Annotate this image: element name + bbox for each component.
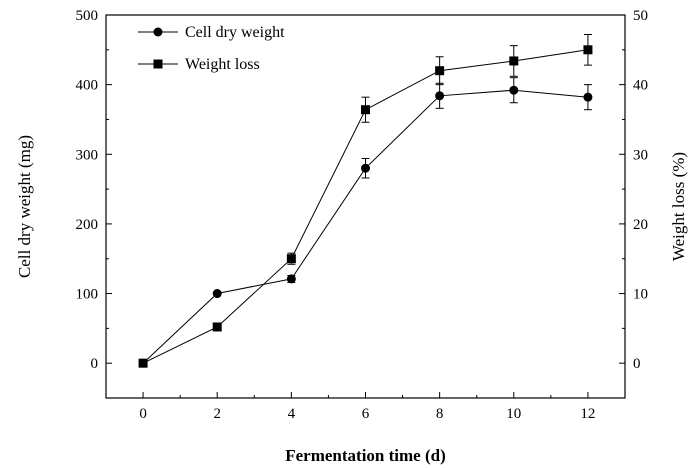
y2-tick-label: 40 bbox=[633, 78, 648, 94]
ticks-layer: 0 2 4 6 8 10 12 0 100 200 300 400 500 0 10 20 30 40 50 bbox=[76, 8, 649, 422]
data-point-weight-loss bbox=[435, 66, 445, 76]
data-point-weight-loss bbox=[212, 322, 222, 332]
y-tick-label: 300 bbox=[76, 147, 99, 163]
y2-tick-label: 20 bbox=[633, 217, 648, 233]
data-point-weight-loss bbox=[138, 358, 148, 368]
y-tick-label: 500 bbox=[76, 8, 99, 24]
x-tick-label: 8 bbox=[436, 406, 444, 422]
x-tick-label: 6 bbox=[362, 406, 370, 422]
x-axis-title: Fermentation time (d) bbox=[285, 446, 446, 465]
legend: Cell dry weight Weight loss bbox=[138, 24, 285, 73]
y2-tick-label: 0 bbox=[633, 356, 641, 372]
y-tick-label: 200 bbox=[76, 217, 99, 233]
legend-marker-cell-dry-weight bbox=[153, 27, 163, 37]
legend-label-cell-dry-weight: Cell dry weight bbox=[185, 24, 285, 41]
y-axis-title: Cell dry weight (mg) bbox=[15, 135, 34, 278]
x-tick-label: 4 bbox=[288, 406, 296, 422]
data-point-weight-loss bbox=[286, 254, 296, 264]
legend-label-weight-loss: Weight loss bbox=[185, 56, 260, 73]
data-point-cell-dry-weight bbox=[583, 92, 593, 102]
x-tick-label: 2 bbox=[213, 406, 221, 422]
legend-marker-weight-loss bbox=[153, 59, 163, 69]
data-point-cell-dry-weight bbox=[509, 85, 519, 95]
series-cell-dry-weight bbox=[138, 77, 593, 368]
x-tick-label: 10 bbox=[506, 406, 521, 422]
x-tick-label: 12 bbox=[580, 406, 595, 422]
y2-tick-label: 50 bbox=[633, 8, 648, 24]
series-line-cell-dry-weight bbox=[142, 89, 588, 364]
data-point-weight-loss bbox=[509, 56, 519, 66]
data-point-cell-dry-weight bbox=[212, 289, 222, 299]
x-tick-label: 0 bbox=[139, 406, 147, 422]
y2-axis-title: Weight loss (%) bbox=[669, 152, 688, 261]
data-point-cell-dry-weight bbox=[361, 163, 370, 173]
plot-frame bbox=[105, 14, 626, 399]
y-tick-label: 400 bbox=[76, 78, 99, 94]
data-point-cell-dry-weight bbox=[435, 91, 445, 101]
series-weight-loss bbox=[138, 33, 593, 368]
data-point-weight-loss bbox=[583, 45, 593, 55]
data-point-weight-loss bbox=[361, 105, 370, 115]
series-layer bbox=[138, 33, 593, 368]
y-tick-label: 100 bbox=[76, 287, 99, 303]
data-point-cell-dry-weight bbox=[286, 274, 296, 284]
y2-tick-label: 10 bbox=[633, 287, 648, 303]
y-tick-label: 0 bbox=[91, 356, 99, 372]
y2-tick-label: 30 bbox=[633, 147, 648, 163]
